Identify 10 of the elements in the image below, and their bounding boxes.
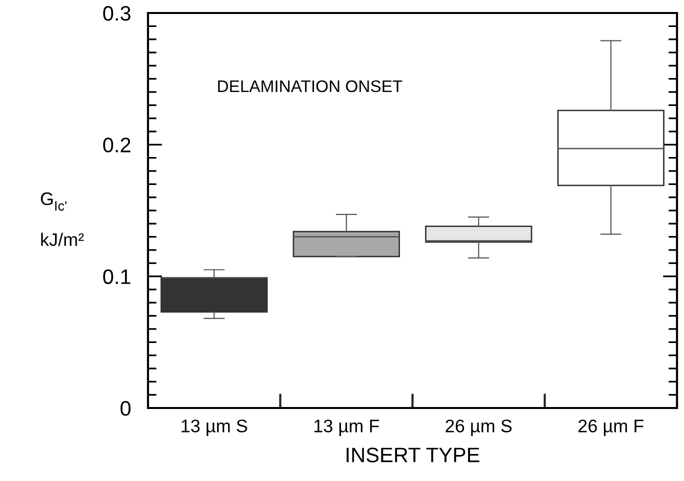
y-tick-label: 0 — [120, 401, 131, 416]
x-tick-label: 13 µm S — [182, 420, 248, 436]
y-tick-label: 0.1 — [103, 269, 130, 284]
y-tick-label: 0.2 — [103, 138, 130, 152]
x-tick-label: 13 µm F — [314, 420, 379, 436]
x-axis-title: INSERT TYPE — [346, 448, 480, 462]
x-tick-label: 26 µm F — [578, 420, 644, 436]
x-tick-label: 26 µm S — [446, 420, 512, 436]
annotation: DELAMINATION ONSET — [218, 80, 402, 92]
y-tick-label: 0.3 — [103, 6, 130, 21]
